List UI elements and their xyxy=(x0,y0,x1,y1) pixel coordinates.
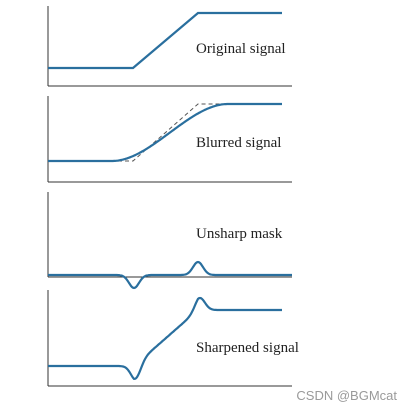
panel-unsharp xyxy=(47,192,292,290)
panel-blurred xyxy=(47,96,292,183)
panel-sharpened-label: Sharpened signal xyxy=(196,340,299,356)
panel-blurred-label: Blurred signal xyxy=(196,135,282,151)
panel-blurred-reference-curve xyxy=(48,103,282,162)
panel-unsharp-label: Unsharp mask xyxy=(196,226,283,242)
panel-original-curve xyxy=(48,11,282,70)
panel-original xyxy=(47,6,292,87)
watermark: CSDN @BGMcat xyxy=(296,388,397,403)
panel-original-label: Original signal xyxy=(196,41,286,57)
panel-sharpened xyxy=(47,290,292,387)
panel-sharpened-curve xyxy=(48,296,282,381)
panel-blurred-curve xyxy=(48,102,282,163)
panel-unsharp-curve xyxy=(48,260,292,290)
